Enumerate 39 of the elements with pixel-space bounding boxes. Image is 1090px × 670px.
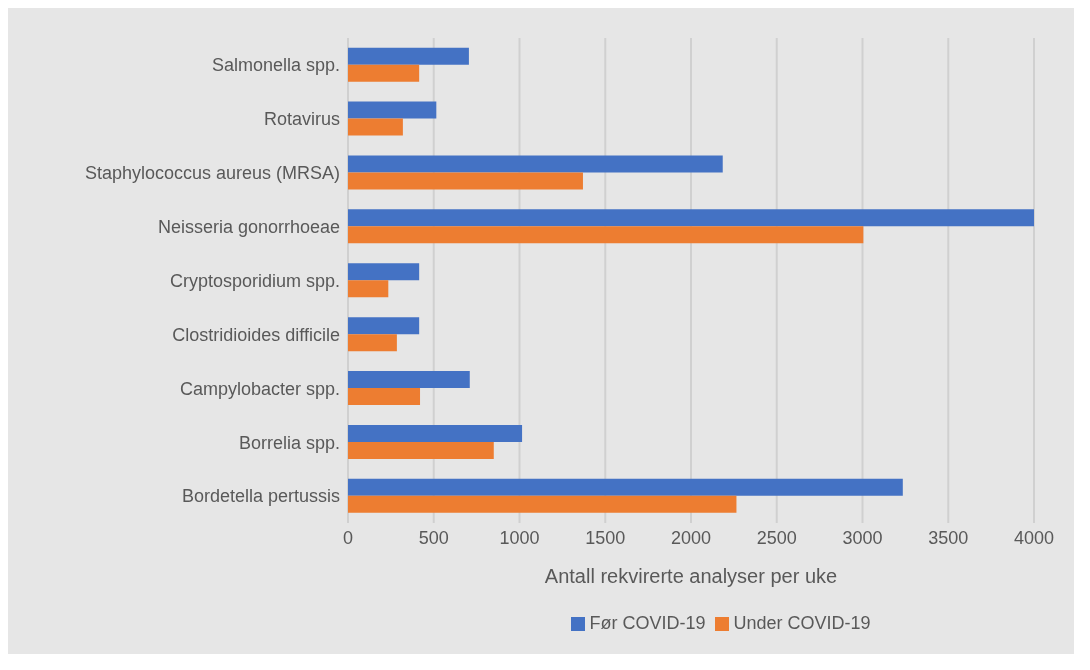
- y-tick-label: Borrelia spp.: [238, 432, 340, 453]
- y-tick-label: Bordetella pertussis: [181, 486, 340, 507]
- y-tick-label: Campylobacter spp.: [179, 378, 340, 399]
- bar: [348, 64, 420, 82]
- x-tick-label: 0: [342, 527, 354, 548]
- x-tick-label: 500: [418, 527, 449, 548]
- bar: [348, 118, 403, 136]
- x-tick-label: 1000: [499, 527, 540, 548]
- y-tick-label: Neisseria gonorrhoeae: [157, 217, 340, 237]
- x-tick-label: 2500: [756, 527, 797, 548]
- bar: [348, 280, 389, 298]
- bar: [348, 495, 737, 513]
- x-tick-label: 2000: [670, 527, 712, 548]
- legend-label: Under COVID-19: [733, 613, 871, 633]
- y-tick-label: Cryptosporidium spp.: [169, 270, 340, 291]
- y-tick-label: Clostridioides difficile: [172, 324, 340, 345]
- bar: [348, 47, 469, 65]
- x-tick-label: 3000: [842, 527, 883, 548]
- y-tick-label: Staphylococcus aureus (MRSA): [84, 163, 340, 184]
- legend-label: Før COVID-19: [589, 613, 706, 633]
- bar: [348, 371, 470, 389]
- bar: [348, 209, 1034, 227]
- bar: [348, 172, 583, 190]
- x-tick-label: 3500: [928, 527, 969, 548]
- x-tick-label: 4000: [1013, 527, 1055, 548]
- bar: [348, 226, 864, 244]
- bar: [348, 101, 437, 119]
- bar: [348, 478, 903, 496]
- x-tick-label: 1500: [585, 527, 626, 548]
- bar: [348, 388, 421, 406]
- bar: [348, 424, 523, 442]
- bar: [348, 317, 420, 335]
- x-axis-title: Antall rekvirerte analyser per uke: [544, 565, 838, 587]
- bar: [348, 334, 397, 352]
- bar: [348, 441, 494, 459]
- y-tick-label: Rotavirus: [263, 109, 340, 130]
- bar: [348, 263, 420, 281]
- y-tick-label: Salmonella spp.: [211, 55, 340, 76]
- bar: [348, 155, 723, 173]
